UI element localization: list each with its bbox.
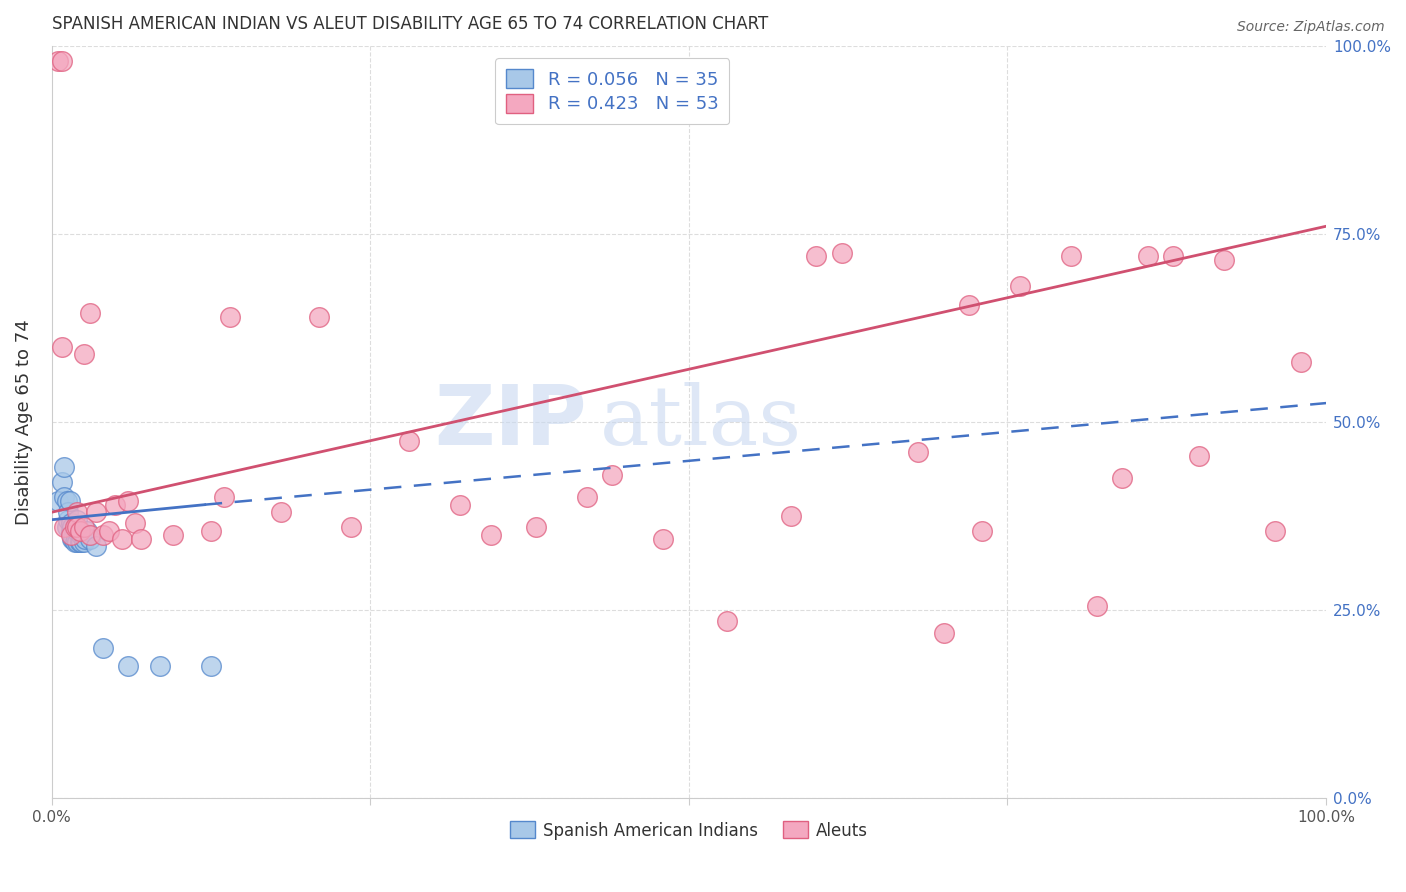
Point [72,520,94,534]
Point [129,532,152,546]
Point [53,460,76,475]
Text: Source: ZipAtlas.com: Source: ZipAtlas.com [1237,20,1385,34]
Point [831,245,853,260]
Point [398,434,420,448]
Text: SPANISH AMERICAN INDIAN VS ALEUT DISABILITY AGE 65 TO 74 CORRELATION CHART: SPANISH AMERICAN INDIAN VS ALEUT DISABIL… [52,15,768,33]
Point [779,508,801,523]
Point [79,528,101,542]
Text: atlas: atlas [600,382,801,462]
Point [716,615,738,629]
Point [1111,471,1133,485]
Point [652,532,675,546]
Point [76,524,98,538]
Point [51,340,73,354]
Point [58,505,80,519]
Point [308,310,330,324]
Point [270,505,292,519]
Point [1188,449,1211,463]
Point [200,524,222,538]
Point [72,347,94,361]
Point [1060,249,1083,263]
Point [70,535,93,549]
Point [66,520,89,534]
Point [212,490,235,504]
Point [1213,253,1236,268]
Point [67,524,90,538]
Point [932,625,955,640]
Point [66,505,89,519]
Text: ZIP: ZIP [434,382,586,462]
Point [1289,354,1312,368]
Point [98,524,121,538]
Point [524,520,547,534]
Point [53,520,76,534]
Point [59,516,82,531]
Point [59,528,82,542]
Point [86,505,108,519]
Point [72,535,94,549]
Point [63,535,86,549]
Point [149,659,172,673]
Point [1264,524,1286,538]
Point [58,513,80,527]
Point [73,532,96,546]
Point [63,520,86,534]
Point [575,490,598,504]
Point [56,520,79,534]
Point [66,524,89,538]
Point [66,513,89,527]
Point [79,532,101,546]
Point [340,520,363,534]
Point [70,528,93,542]
Point [1010,279,1032,293]
Point [46,54,69,68]
Point [200,659,222,673]
Point [69,524,91,538]
Point [104,498,127,512]
Point [111,532,134,546]
Point [65,532,87,546]
Point [479,528,502,542]
Point [162,528,184,542]
Point [58,494,80,508]
Point [91,640,114,655]
Point [117,659,139,673]
Point [66,535,89,549]
Point [79,306,101,320]
Legend: Spanish American Indians, Aleuts: Spanish American Indians, Aleuts [503,814,875,847]
Point [970,524,993,538]
Point [63,524,86,538]
Point [91,528,114,542]
Point [69,535,91,549]
Point [51,54,73,68]
Point [124,516,146,531]
Point [957,298,980,312]
Point [907,445,929,459]
Point [59,524,82,538]
Point [806,249,828,263]
Point [86,539,108,553]
Point [51,475,73,489]
Point [60,520,83,534]
Point [219,310,242,324]
Point [60,532,83,546]
Point [65,520,87,534]
Point [1161,249,1184,263]
Point [62,532,84,546]
Point [46,494,69,508]
Point [449,498,471,512]
Point [117,494,139,508]
Point [56,494,79,508]
Point [53,490,76,504]
Point [69,524,91,538]
Point [1085,599,1108,614]
Point [602,467,624,482]
Point [1136,249,1159,263]
Y-axis label: Disability Age 65 to 74: Disability Age 65 to 74 [15,319,32,524]
